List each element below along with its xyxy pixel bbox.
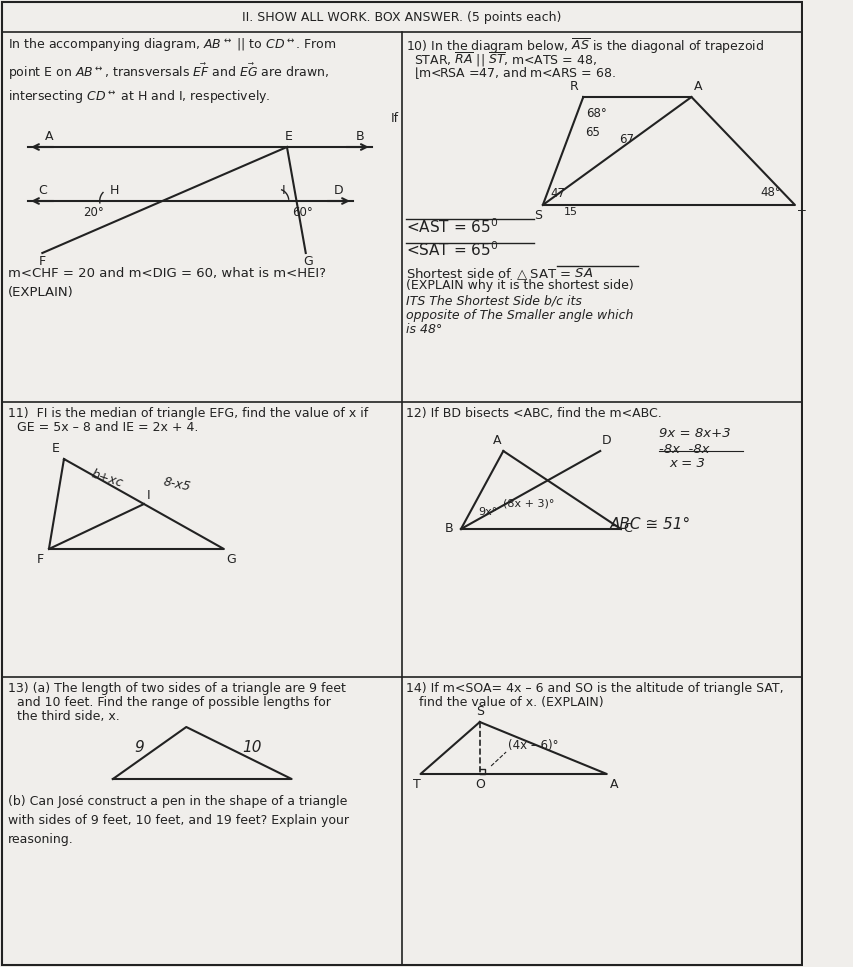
Text: G: G: [226, 553, 236, 566]
Text: (4x – 6)°: (4x – 6)°: [508, 739, 558, 752]
Text: I: I: [147, 489, 150, 502]
Text: In the accompanying diagram, $AB^{\leftrightarrow}$ || to $CD^{\leftrightarrow}$: In the accompanying diagram, $AB^{\leftr…: [8, 37, 336, 106]
Text: (EXPLAIN why it is the shortest side): (EXPLAIN why it is the shortest side): [406, 279, 634, 292]
Text: <AST = $65^0$: <AST = $65^0$: [406, 217, 498, 236]
Text: 10) In the diagram below, $\overline{AS}$ is the diagonal of trapezoid: 10) In the diagram below, $\overline{AS}…: [406, 37, 763, 56]
Text: D: D: [601, 434, 611, 447]
Text: 9x = 8x+3: 9x = 8x+3: [658, 427, 729, 440]
Text: A: A: [492, 434, 501, 447]
Text: <SAT = $65^0$: <SAT = $65^0$: [406, 240, 498, 259]
Text: 9: 9: [134, 740, 144, 754]
Text: 47: 47: [549, 187, 565, 200]
Text: 65: 65: [584, 126, 600, 139]
Text: D: D: [334, 184, 343, 197]
Text: 60°: 60°: [292, 206, 312, 219]
Text: B: B: [356, 130, 364, 143]
Text: If: If: [390, 112, 398, 125]
Text: -8x  -8x: -8x -8x: [658, 443, 708, 456]
Text: 14) If m<SOA= 4x – 6 and SO is the altitude of triangle SAT,: 14) If m<SOA= 4x – 6 and SO is the altit…: [406, 682, 783, 695]
Text: I: I: [281, 184, 286, 197]
Text: C: C: [623, 522, 632, 536]
FancyBboxPatch shape: [2, 2, 801, 965]
Text: F: F: [37, 553, 44, 566]
Text: ABC ≅ 51°: ABC ≅ 51°: [609, 517, 690, 532]
Text: G: G: [303, 255, 312, 268]
Text: is 48°: is 48°: [406, 323, 442, 336]
Text: O: O: [474, 778, 485, 791]
Text: 48°: 48°: [759, 186, 780, 199]
Text: b+xc: b+xc: [90, 467, 125, 489]
Text: S: S: [475, 705, 484, 718]
Text: ITS The Shortest Side b/c its: ITS The Shortest Side b/c its: [406, 295, 582, 308]
Text: T: T: [412, 778, 421, 791]
Text: E: E: [285, 130, 293, 143]
Text: 67: 67: [618, 133, 633, 146]
Text: B: B: [444, 522, 453, 536]
Text: find the value of x. (EXPLAIN): find the value of x. (EXPLAIN): [418, 696, 602, 709]
Text: 8-x5: 8-x5: [161, 475, 192, 493]
Text: 13) (a) The length of two sides of a triangle are 9 feet: 13) (a) The length of two sides of a tri…: [8, 682, 345, 695]
Text: (8x + 3)°: (8x + 3)°: [502, 499, 554, 509]
Text: Shortest side of $\triangle$SAT = $\overline{SA}$: Shortest side of $\triangle$SAT = $\over…: [406, 264, 594, 281]
Text: 68°: 68°: [585, 107, 606, 120]
Text: GE = 5x – 8 and IE = 2x + 4.: GE = 5x – 8 and IE = 2x + 4.: [17, 421, 198, 434]
Text: A: A: [609, 778, 618, 791]
Text: R: R: [569, 80, 577, 93]
Text: 11)  FI is the median of triangle EFG, find the value of x if: 11) FI is the median of triangle EFG, fi…: [8, 407, 368, 420]
Text: (b) Can José construct a pen in the shape of a triangle
with sides of 9 feet, 10: (b) Can José construct a pen in the shap…: [8, 795, 348, 846]
Text: 12) If BD bisects <ABC, find the m<ABC.: 12) If BD bisects <ABC, find the m<ABC.: [406, 407, 661, 420]
Text: S: S: [533, 209, 542, 222]
Text: II. SHOW ALL WORK. BOX ANSWER. (5 points each): II. SHOW ALL WORK. BOX ANSWER. (5 points…: [241, 11, 560, 23]
Text: F: F: [38, 255, 46, 268]
Text: T: T: [797, 209, 804, 222]
Text: the third side, x.: the third side, x.: [17, 710, 119, 723]
Text: A: A: [44, 130, 53, 143]
Text: x = 3: x = 3: [669, 457, 705, 470]
Text: opposite of The Smaller angle which: opposite of The Smaller angle which: [406, 309, 633, 322]
Text: $\lfloor$m<RSA =47, and m<ARS = 68.: $\lfloor$m<RSA =47, and m<ARS = 68.: [414, 65, 615, 81]
Text: 15: 15: [563, 207, 577, 217]
Text: 20°: 20°: [83, 206, 103, 219]
Text: STAR, $\overline{RA}$ || $\overline{ST}$, m<ATS = 48,: STAR, $\overline{RA}$ || $\overline{ST}$…: [414, 51, 596, 69]
Text: H: H: [110, 184, 119, 197]
Text: and 10 feet. Find the range of possible lengths for: and 10 feet. Find the range of possible …: [17, 696, 330, 709]
Text: m<CHF = 20 and m<DIG = 60, what is m<HEI?
(EXPLAIN): m<CHF = 20 and m<DIG = 60, what is m<HEI…: [8, 267, 325, 299]
Text: 9x°: 9x°: [478, 507, 496, 517]
Text: 10: 10: [242, 740, 262, 754]
Text: A: A: [693, 80, 702, 93]
Text: C: C: [38, 184, 47, 197]
Text: E: E: [51, 442, 59, 455]
